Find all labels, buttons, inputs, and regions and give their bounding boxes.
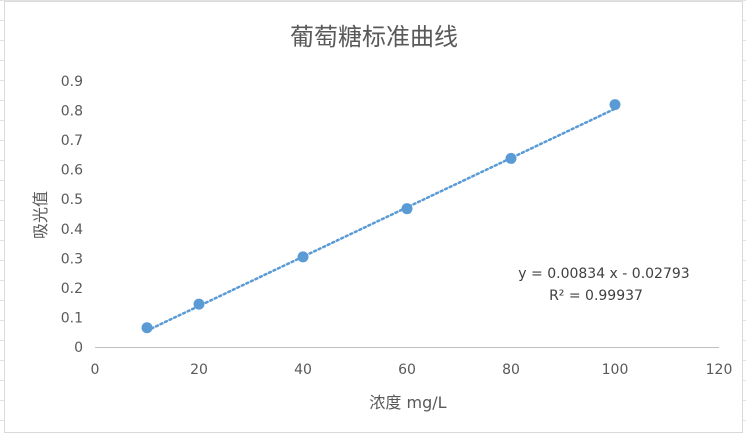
y-tick-label: 0.9	[61, 74, 83, 90]
data-point	[505, 152, 517, 164]
y-tick-label: 0.7	[61, 133, 83, 149]
x-tick-label: 20	[190, 362, 208, 378]
x-axis-title: 浓度 mg/L	[369, 393, 446, 412]
tick-labels: 0 20 40 60 80 100 120 0 0.1 0.2 0.3 0.4 0.5 0.6 0.7 0.8…	[61, 74, 733, 378]
x-tick-label: 40	[294, 362, 312, 378]
y-tick-label: 0.8	[61, 104, 83, 120]
y-axis-title: 吸光值	[31, 191, 50, 239]
y-tick-label: 0	[74, 340, 83, 356]
trendline	[145, 107, 617, 332]
y-tick-label: 0.5	[61, 192, 83, 208]
x-tick-label: 60	[398, 362, 416, 378]
data-point	[609, 99, 621, 111]
data-points	[141, 99, 621, 334]
y-tick-label: 0.3	[61, 251, 83, 267]
data-point	[141, 322, 153, 334]
chart-title: 葡萄糖标准曲线	[290, 23, 458, 51]
trendline-line	[145, 107, 617, 332]
y-tick-label: 0.1	[61, 310, 83, 326]
data-point	[193, 298, 205, 310]
data-point	[401, 203, 413, 215]
trendline-r2: R² = 0.99937	[549, 288, 643, 304]
y-tick-label: 0.6	[61, 163, 83, 179]
trendline-equation: y = 0.00834 x - 0.02793	[518, 266, 689, 282]
x-tick-label: 80	[502, 362, 520, 378]
y-tick-label: 0.4	[61, 222, 83, 238]
data-point	[297, 251, 309, 263]
chart-area[interactable]	[4, 1, 743, 433]
x-tick-label: 0	[91, 362, 100, 378]
x-tick-label: 100	[602, 362, 629, 378]
y-tick-label: 0.2	[61, 281, 83, 297]
x-tick-label: 120	[706, 362, 733, 378]
